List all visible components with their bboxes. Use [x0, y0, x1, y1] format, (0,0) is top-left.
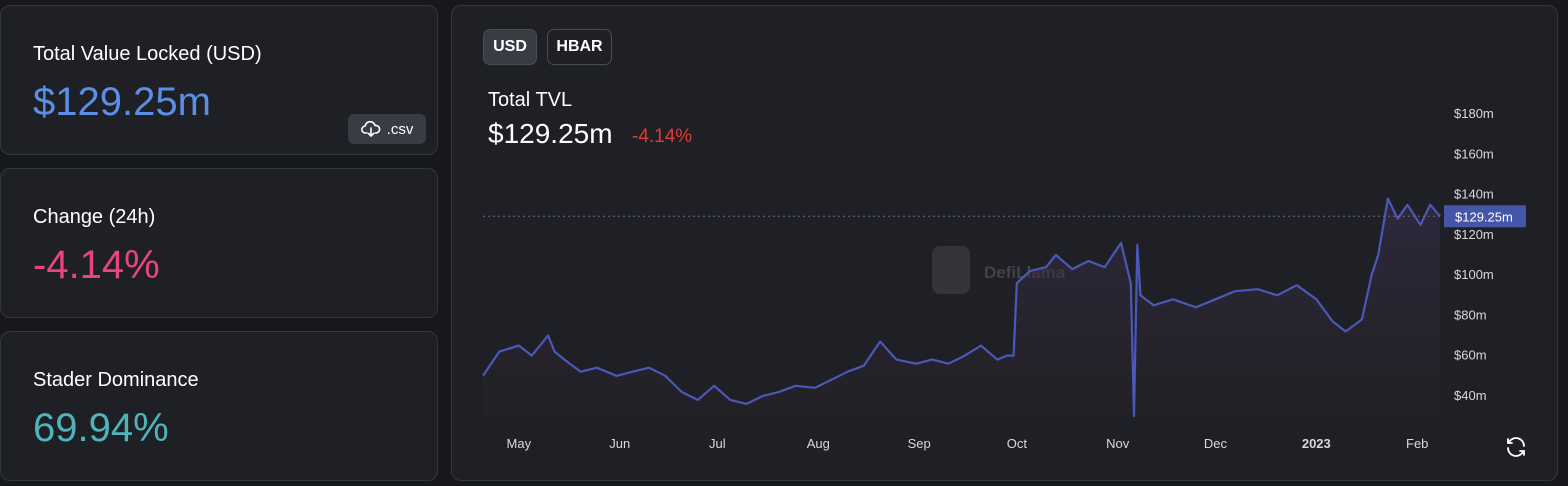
- dominance-card: Stader Dominance 69.94%: [0, 331, 438, 481]
- y-tick-label: $100m: [1454, 267, 1494, 282]
- hbar-toggle[interactable]: HBAR: [547, 29, 612, 65]
- tvl-line: [482, 197, 1441, 418]
- change-card: Change (24h) -4.14%: [0, 168, 438, 318]
- x-tick-label: Aug: [807, 436, 830, 451]
- tvl-area: [483, 198, 1440, 416]
- tvl-card: Total Value Locked (USD) $129.25m .csv: [0, 5, 438, 155]
- chart-title: Total TVL: [488, 89, 573, 111]
- tvl-area-chart[interactable]: DefiLlama $40m$60m$80m$100m$120m$140m$16…: [452, 6, 1557, 480]
- usd-toggle[interactable]: USD: [483, 29, 537, 65]
- tvl-chart-card: USD HBAR Total TVL $129.25m -4.14% DefiL…: [451, 5, 1558, 481]
- y-tick-label: $80m: [1454, 307, 1487, 322]
- dominance-label: Stader Dominance: [33, 369, 199, 391]
- csv-label: .csv: [386, 120, 414, 138]
- chart-change: -4.14%: [632, 126, 693, 147]
- x-tick-label: Feb: [1406, 436, 1428, 451]
- y-tick-label: $160m: [1454, 146, 1494, 161]
- y-tick-label: $140m: [1454, 187, 1494, 202]
- y-tick-label: $40m: [1454, 388, 1487, 403]
- tvl-label: Total Value Locked (USD): [33, 43, 262, 65]
- change-value: -4.14%: [33, 243, 160, 287]
- y-tick-label: $120m: [1454, 227, 1494, 242]
- tvl-value: $129.25m: [33, 80, 211, 124]
- x-tick-label: Nov: [1106, 436, 1130, 451]
- cloud-download-icon: [360, 120, 380, 137]
- download-csv-button[interactable]: .csv: [348, 114, 426, 144]
- x-tick-label: Dec: [1204, 436, 1228, 451]
- dominance-value: 69.94%: [33, 406, 169, 450]
- llama-logo-icon: [932, 246, 970, 294]
- reload-icon[interactable]: [1504, 435, 1528, 459]
- change-label: Change (24h): [33, 206, 156, 228]
- current-value-badge: [1444, 205, 1526, 228]
- chart-value: $129.25m: [488, 118, 613, 149]
- x-tick-label: Oct: [1007, 436, 1028, 451]
- x-tick-label: Sep: [908, 436, 931, 451]
- x-tick-label: 2023: [1302, 436, 1331, 451]
- y-tick-label: $180m: [1454, 106, 1494, 121]
- y-tick-label: $60m: [1454, 348, 1487, 363]
- x-tick-label: Jul: [709, 436, 726, 451]
- x-tick-label: May: [507, 436, 532, 451]
- current-value-label: $129.25m: [1455, 209, 1513, 224]
- x-tick-label: Jun: [609, 436, 630, 451]
